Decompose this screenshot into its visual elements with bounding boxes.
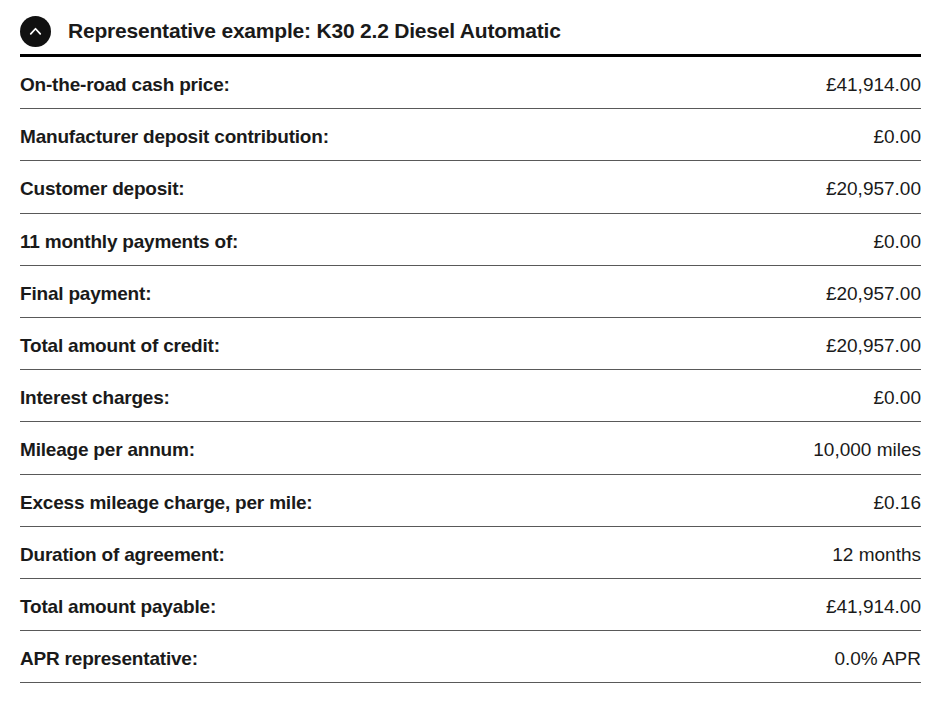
table-row: Duration of agreement: 12 months bbox=[20, 527, 921, 579]
table-row: Interest charges: £0.00 bbox=[20, 370, 921, 422]
table-row: Customer deposit: £20,957.00 bbox=[20, 161, 921, 213]
row-label: APR representative: bbox=[20, 648, 198, 670]
row-label: Customer deposit: bbox=[20, 178, 184, 200]
row-label: Duration of agreement: bbox=[20, 544, 225, 566]
row-value: £41,914.00 bbox=[826, 74, 921, 96]
row-value: £20,957.00 bbox=[826, 178, 921, 200]
row-value: £0.00 bbox=[873, 387, 921, 409]
row-label: Excess mileage charge, per mile: bbox=[20, 492, 312, 514]
collapse-toggle-button[interactable] bbox=[20, 16, 51, 47]
row-value: £0.00 bbox=[873, 126, 921, 148]
row-value: £41,914.00 bbox=[826, 596, 921, 618]
row-value: £20,957.00 bbox=[826, 283, 921, 305]
table-row: 11 monthly payments of: £0.00 bbox=[20, 214, 921, 266]
chevron-up-icon bbox=[26, 22, 45, 41]
table-row: On-the-road cash price: £41,914.00 bbox=[20, 57, 921, 109]
row-label: Interest charges: bbox=[20, 387, 170, 409]
representative-example-panel: Representative example: K30 2.2 Diesel A… bbox=[0, 0, 943, 683]
panel-header: Representative example: K30 2.2 Diesel A… bbox=[20, 0, 921, 57]
table-row: Manufacturer deposit contribution: £0.00 bbox=[20, 109, 921, 161]
finance-example-table: On-the-road cash price: £41,914.00 Manuf… bbox=[20, 57, 921, 683]
panel-title: Representative example: K30 2.2 Diesel A… bbox=[68, 19, 561, 43]
table-row: Mileage per annum: 10,000 miles bbox=[20, 422, 921, 474]
row-value: 10,000 miles bbox=[813, 439, 921, 461]
row-value: £0.00 bbox=[873, 231, 921, 253]
row-label: 11 monthly payments of: bbox=[20, 231, 238, 253]
table-row: Total amount of credit: £20,957.00 bbox=[20, 318, 921, 370]
row-value: £0.16 bbox=[873, 492, 921, 514]
row-label: Total amount of credit: bbox=[20, 335, 220, 357]
row-label: Mileage per annum: bbox=[20, 439, 195, 461]
table-row: Excess mileage charge, per mile: £0.16 bbox=[20, 475, 921, 527]
table-row: Final payment: £20,957.00 bbox=[20, 266, 921, 318]
row-value: 0.0% APR bbox=[834, 648, 921, 670]
row-value: 12 months bbox=[832, 544, 921, 566]
row-value: £20,957.00 bbox=[826, 335, 921, 357]
row-label: On-the-road cash price: bbox=[20, 74, 230, 96]
table-row: Total amount payable: £41,914.00 bbox=[20, 579, 921, 631]
table-row: APR representative: 0.0% APR bbox=[20, 631, 921, 683]
row-label: Total amount payable: bbox=[20, 596, 216, 618]
row-label: Manufacturer deposit contribution: bbox=[20, 126, 329, 148]
row-label: Final payment: bbox=[20, 283, 151, 305]
